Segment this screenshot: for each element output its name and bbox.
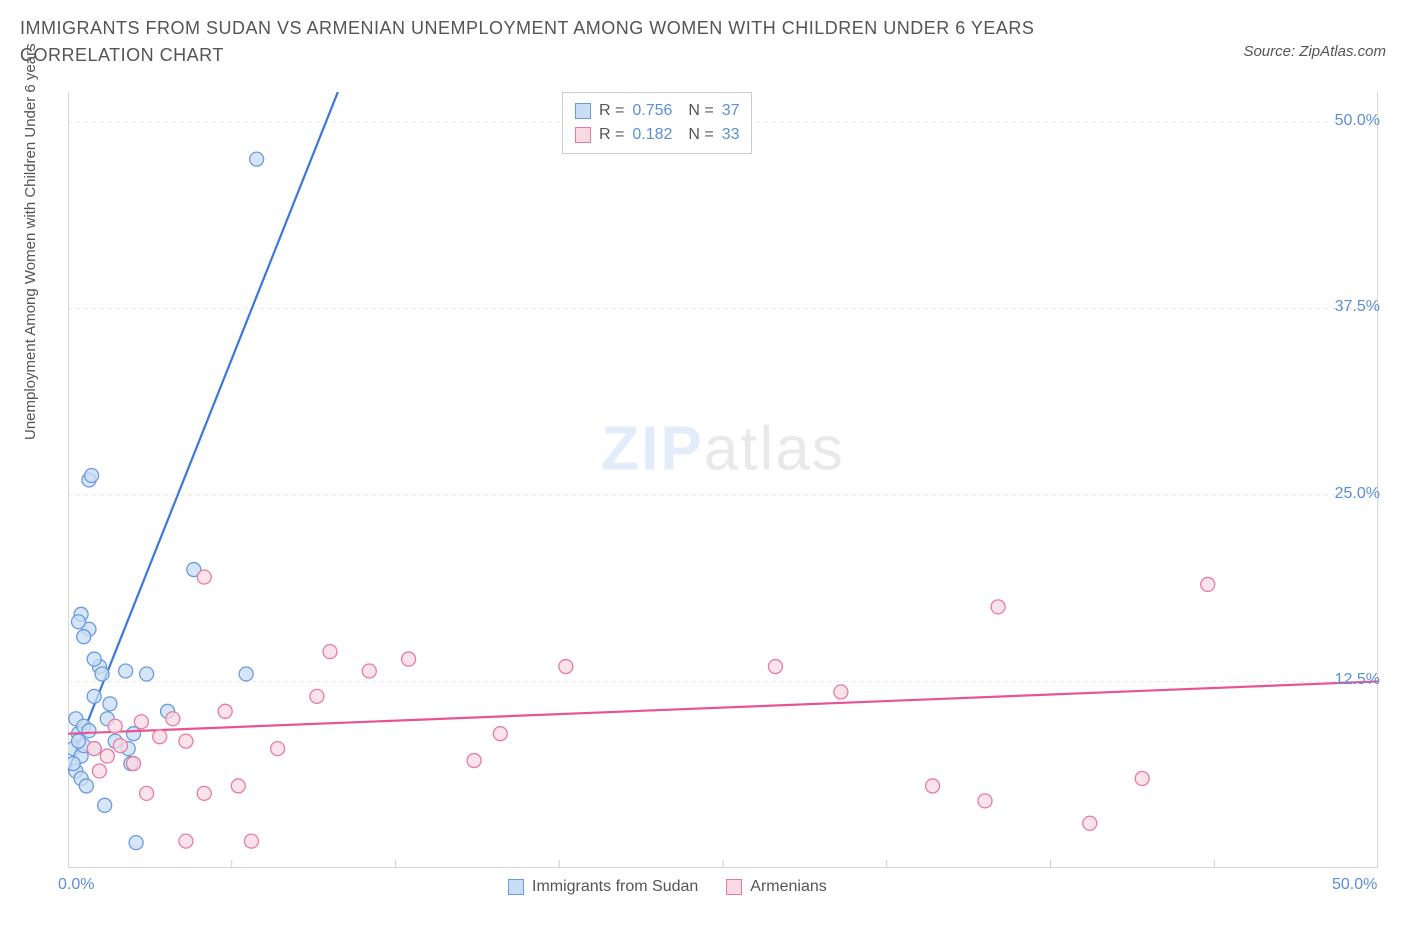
legend-n-value: 33 <box>722 123 740 147</box>
y-tick-label: 12.5% <box>1335 671 1380 689</box>
legend-swatch <box>726 879 742 895</box>
legend-n-label: N = <box>688 99 713 123</box>
correlation-legend-row: R = 0.182 N = 33 <box>575 123 739 147</box>
series-legend-item: Armenians <box>726 878 826 896</box>
legend-r-label: R = <box>599 123 624 147</box>
y-tick-label: 50.0% <box>1335 112 1380 130</box>
y-axis-label: Unemployment Among Women with Children U… <box>22 43 39 440</box>
legend-n-value: 37 <box>722 99 740 123</box>
page-title: IMMIGRANTS FROM SUDAN VS ARMENIAN UNEMPL… <box>20 15 1120 69</box>
legend-r-label: R = <box>599 99 624 123</box>
correlation-legend-row: R = 0.756 N = 37 <box>575 99 739 123</box>
legend-swatch <box>575 103 591 119</box>
x-tick-label: 50.0% <box>1332 876 1377 894</box>
legend-n-label: N = <box>688 123 713 147</box>
series-legend-item: Immigrants from Sudan <box>508 878 698 896</box>
scatter-chart: ZIPatlas R =0.756N =37R =0.182N =33 Immi… <box>68 92 1378 868</box>
x-tick-label: 0.0% <box>58 876 94 894</box>
y-tick-label: 25.0% <box>1335 485 1380 503</box>
source-attribution: Source: ZipAtlas.com <box>1243 43 1386 60</box>
correlation-legend: R = 0.756 N = 37 R = 0.182 N = 33 <box>562 92 752 154</box>
series-legend: Immigrants from Sudan Armenians <box>508 878 827 896</box>
y-tick-label: 37.5% <box>1335 298 1380 316</box>
legend-r-value: 0.756 <box>632 99 680 123</box>
legend-swatch <box>575 127 591 143</box>
series-legend-label: Armenians <box>750 878 826 896</box>
legend-swatch <box>508 879 524 895</box>
series-legend-label: Immigrants from Sudan <box>532 878 698 896</box>
legend-r-value: 0.182 <box>632 123 680 147</box>
